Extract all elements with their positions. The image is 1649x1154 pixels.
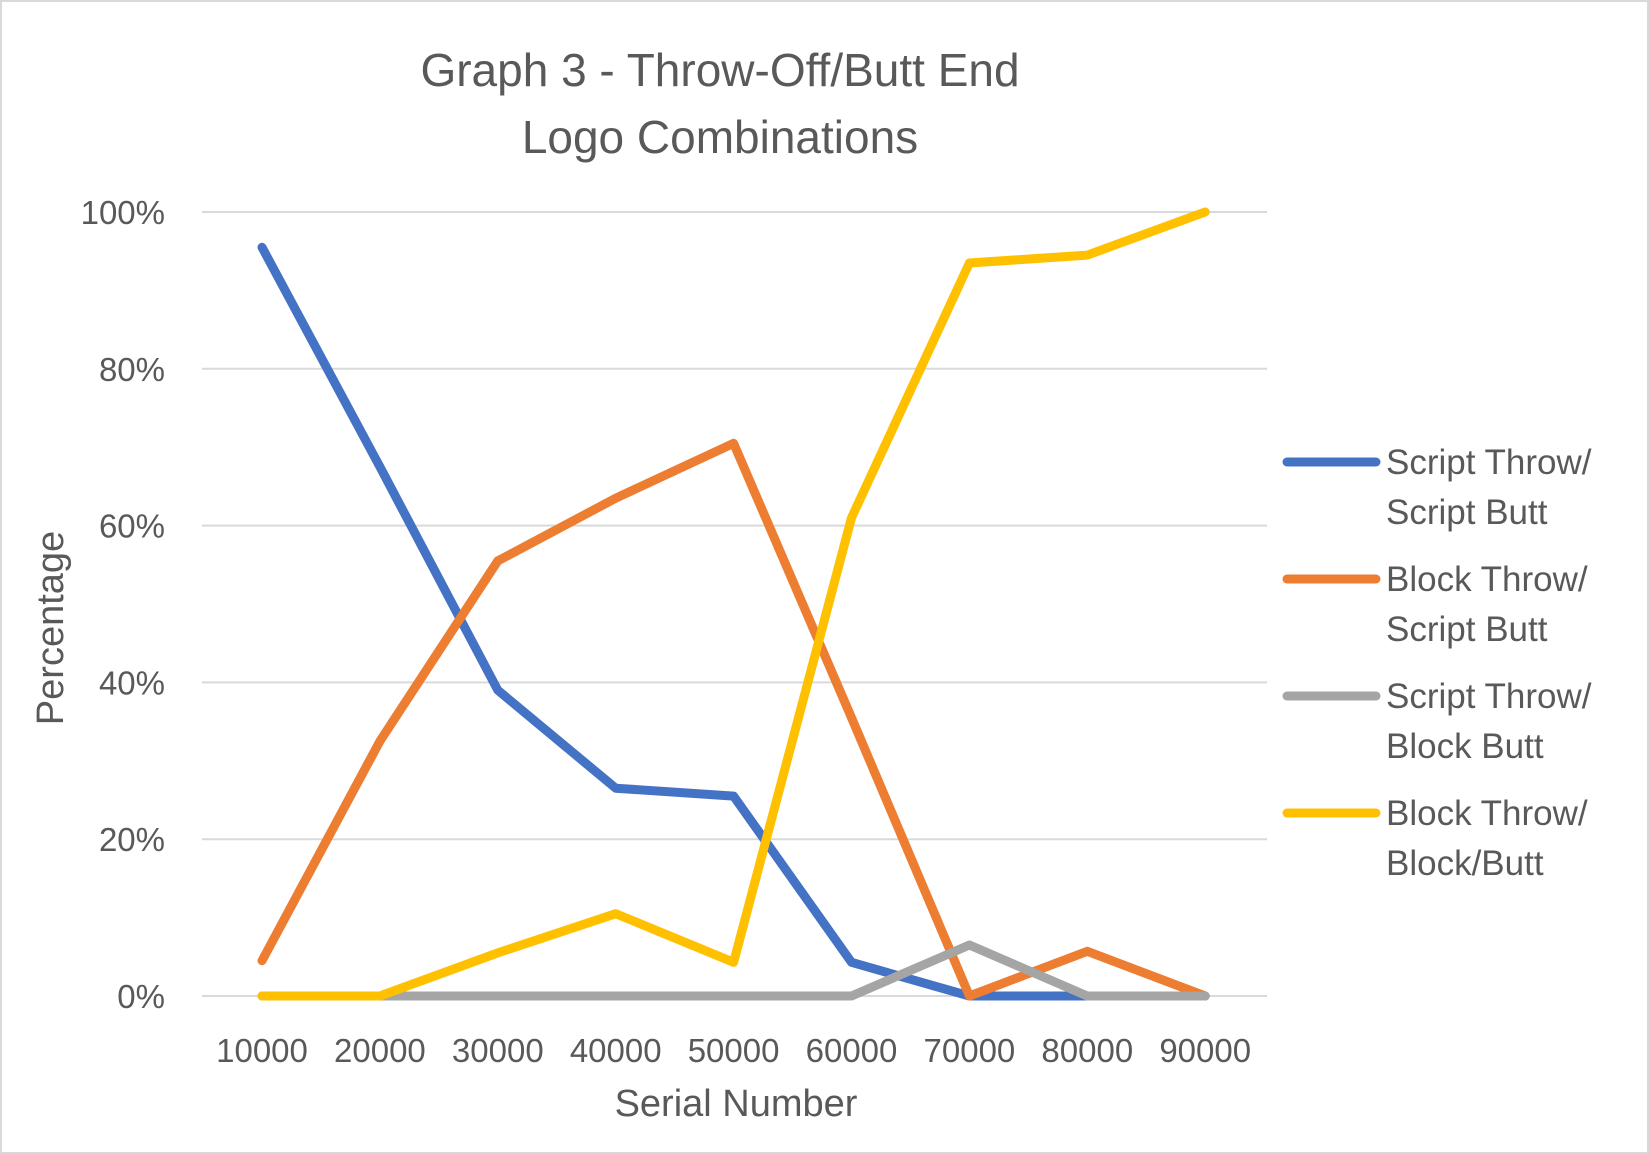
legend-label-3: Block Butt — [1386, 727, 1544, 766]
legend-label-3: Script Throw/ — [1386, 677, 1592, 716]
x-axis-title: Serial Number — [615, 1083, 858, 1125]
legend-label-1: Script Throw/ — [1386, 443, 1592, 482]
chart-title-line-2: Logo Combinations — [522, 111, 918, 163]
legend-label-2: Script Butt — [1386, 610, 1548, 649]
legend-label-4: Block/Butt — [1386, 844, 1544, 883]
legend: Script Throw/Script Butt Block Throw/Scri… — [1282, 443, 1592, 883]
x-tick-label: 60000 — [806, 1032, 898, 1069]
x-tick-label: 80000 — [1041, 1032, 1133, 1069]
x-tick-label: 30000 — [452, 1032, 544, 1069]
series-line-1 — [257, 242, 1210, 1001]
y-tick-label: 60% — [99, 508, 165, 545]
x-tick-label: 90000 — [1159, 1032, 1251, 1069]
legend-label-1: Script Butt — [1386, 493, 1548, 532]
x-tick-label: 20000 — [334, 1032, 426, 1069]
chart-title-line-1: Graph 3 - Throw-Off/Butt End — [420, 44, 1019, 96]
x-axis-ticks: 10000 20000 30000 40000 50000 60000 70000 80000… — [216, 1032, 1251, 1069]
x-tick-label: 50000 — [688, 1032, 780, 1069]
legend-label-4: Block Throw/ — [1386, 794, 1588, 833]
x-tick-label: 10000 — [216, 1032, 308, 1069]
y-tick-label: 20% — [99, 821, 165, 858]
y-tick-label: 80% — [99, 351, 165, 388]
series-lines — [257, 207, 1210, 1001]
series-line-4 — [257, 207, 1210, 1001]
gridlines — [202, 211, 1267, 997]
y-tick-label: 40% — [99, 664, 165, 701]
x-tick-label: 70000 — [924, 1032, 1016, 1069]
series-line-3 — [257, 940, 1210, 1001]
x-tick-label: 40000 — [570, 1032, 662, 1069]
chart-title: Graph 3 - Throw-Off/Butt End Logo Combin… — [420, 44, 1019, 163]
y-axis-ticks: 0% 20% 40% 60% 80% 100% — [81, 194, 165, 1015]
legend-label-2: Block Throw/ — [1386, 560, 1588, 599]
y-tick-label: 0% — [117, 978, 165, 1015]
y-tick-label: 100% — [81, 194, 165, 231]
y-axis-title: Percentage — [30, 531, 72, 725]
series-line-2 — [257, 438, 1210, 1001]
